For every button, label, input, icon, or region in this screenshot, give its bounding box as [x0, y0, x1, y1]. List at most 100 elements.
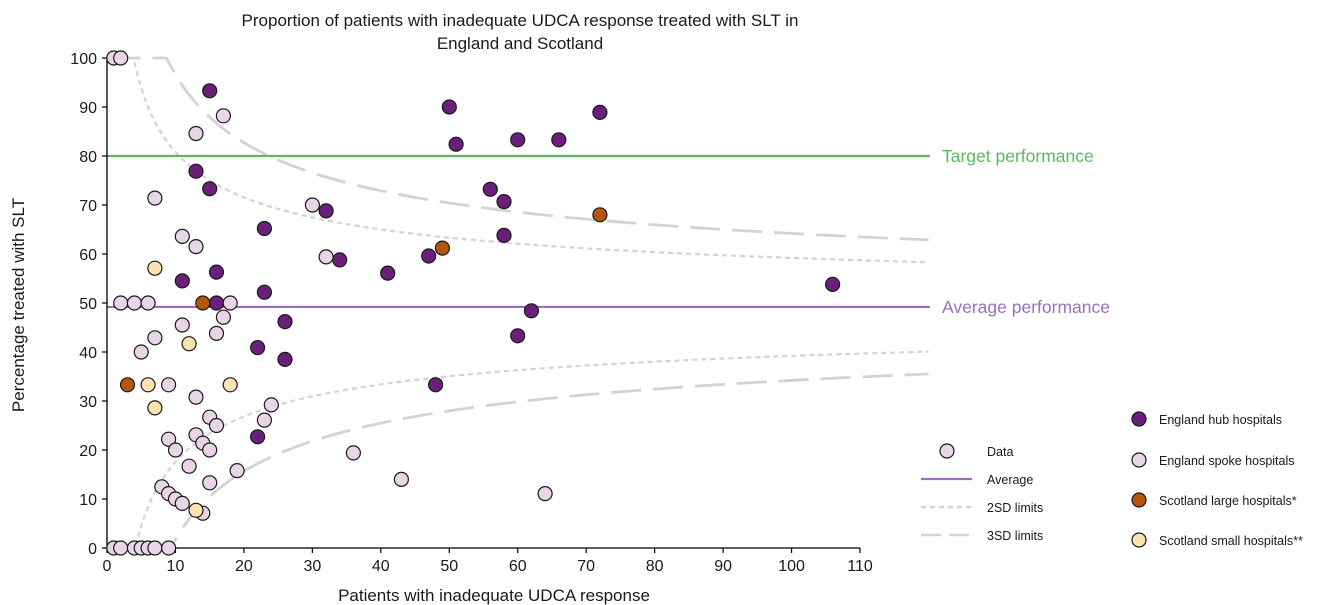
data-point: [251, 341, 265, 355]
data-point: [203, 476, 217, 490]
data-point: [210, 265, 224, 279]
legend-series-label: England hub hospitals: [1159, 413, 1282, 427]
data-point: [148, 331, 162, 345]
data-point: [394, 472, 408, 486]
data-point: [189, 164, 203, 178]
data-point: [257, 222, 271, 236]
data-point: [114, 51, 128, 65]
chart-title: Proportion of patients with inadequate U…: [242, 11, 799, 53]
data-point: [223, 378, 237, 392]
data-point: [148, 541, 162, 555]
data-point: [175, 274, 189, 288]
data-point: [134, 345, 148, 359]
legend-label: 2SD limits: [987, 501, 1043, 515]
data-point: [826, 277, 840, 291]
x-tick-label: 20: [235, 558, 253, 575]
data-point: [442, 100, 456, 114]
chart-title-line-1: Proportion of patients with inadequate U…: [242, 11, 799, 30]
y-tick-label: 100: [70, 51, 97, 68]
y-tick-label: 0: [88, 541, 97, 558]
data-point: [141, 296, 155, 310]
data-point: [449, 137, 463, 151]
upper-3sd-limit-line: [110, 58, 928, 240]
legend-series-label: England spoke hospitals: [1159, 454, 1295, 468]
x-tick-label: 90: [714, 558, 732, 575]
y-tick-label: 90: [79, 100, 97, 117]
data-point: [552, 133, 566, 147]
reference-line-label-1: Average performance: [942, 297, 1110, 317]
legend-label: 3SD limits: [987, 529, 1043, 543]
y-axis-label: Percentage treated with SLT: [9, 198, 28, 412]
legend-series-label: Scotland small hospitals**: [1159, 534, 1303, 548]
data-point: [429, 378, 443, 392]
reference-line-label-0: Target performance: [942, 146, 1094, 166]
data-point: [264, 398, 278, 412]
data-point: [593, 105, 607, 119]
data-point: [210, 419, 224, 433]
data-point: [148, 401, 162, 415]
data-point: [251, 430, 265, 444]
y-tick-label: 40: [79, 345, 97, 362]
x-tick-label: 110: [847, 558, 873, 575]
data-point: [203, 84, 217, 98]
legend-series-marker: [1132, 453, 1146, 467]
data-point: [346, 446, 360, 460]
data-point: [319, 250, 333, 264]
y-tick-label: 30: [79, 394, 97, 411]
data-point: [257, 413, 271, 427]
x-tick-label: 50: [440, 558, 458, 575]
data-point: [148, 261, 162, 275]
x-tick-label: 0: [103, 558, 112, 575]
y-tick-label: 80: [79, 149, 97, 166]
data-point: [497, 195, 511, 209]
data-point: [422, 249, 436, 263]
data-point: [524, 304, 538, 318]
data-point: [182, 459, 196, 473]
data-point: [189, 127, 203, 141]
y-tick-label: 60: [79, 247, 97, 264]
data-points: [107, 51, 840, 555]
y-tick-label: 20: [79, 443, 97, 460]
data-point: [148, 191, 162, 205]
data-point: [216, 109, 230, 123]
y-tick-label: 70: [79, 198, 97, 215]
data-point: [538, 487, 552, 501]
x-tick-label: 10: [167, 558, 185, 575]
data-point: [278, 315, 292, 329]
data-point: [203, 443, 217, 457]
lower-3sd-limit-line: [110, 374, 928, 548]
legend-series-marker: [1132, 533, 1146, 547]
x-axis-label: Patients with inadequate UDCA response: [338, 586, 650, 605]
data-point: [216, 310, 230, 324]
data-point: [175, 318, 189, 332]
data-point: [162, 378, 176, 392]
data-point: [319, 204, 333, 218]
data-point: [278, 352, 292, 366]
data-point: [189, 503, 203, 517]
legend-label: Data: [987, 445, 1013, 459]
data-point: [189, 240, 203, 254]
data-point: [230, 464, 244, 478]
upper-2sd-limit-line: [110, 58, 928, 262]
data-point: [182, 337, 196, 351]
x-tick-label: 60: [509, 558, 527, 575]
data-point: [210, 296, 224, 310]
y-tick-label: 50: [79, 296, 97, 313]
data-point: [257, 285, 271, 299]
data-point: [175, 229, 189, 243]
y-tick-label: 10: [79, 492, 97, 509]
legend: Data Average 2SD limits 3SD limits England h…: [921, 412, 1303, 548]
data-point: [162, 541, 176, 555]
x-tick-label: 30: [303, 558, 321, 575]
data-point: [114, 296, 128, 310]
data-point: [121, 378, 135, 392]
data-point: [169, 443, 183, 457]
legend-label: Average: [987, 473, 1033, 487]
data-point: [210, 326, 224, 340]
data-point: [511, 329, 525, 343]
data-point: [305, 198, 319, 212]
data-point: [483, 182, 497, 196]
data-point: [114, 541, 128, 555]
data-point: [175, 496, 189, 510]
